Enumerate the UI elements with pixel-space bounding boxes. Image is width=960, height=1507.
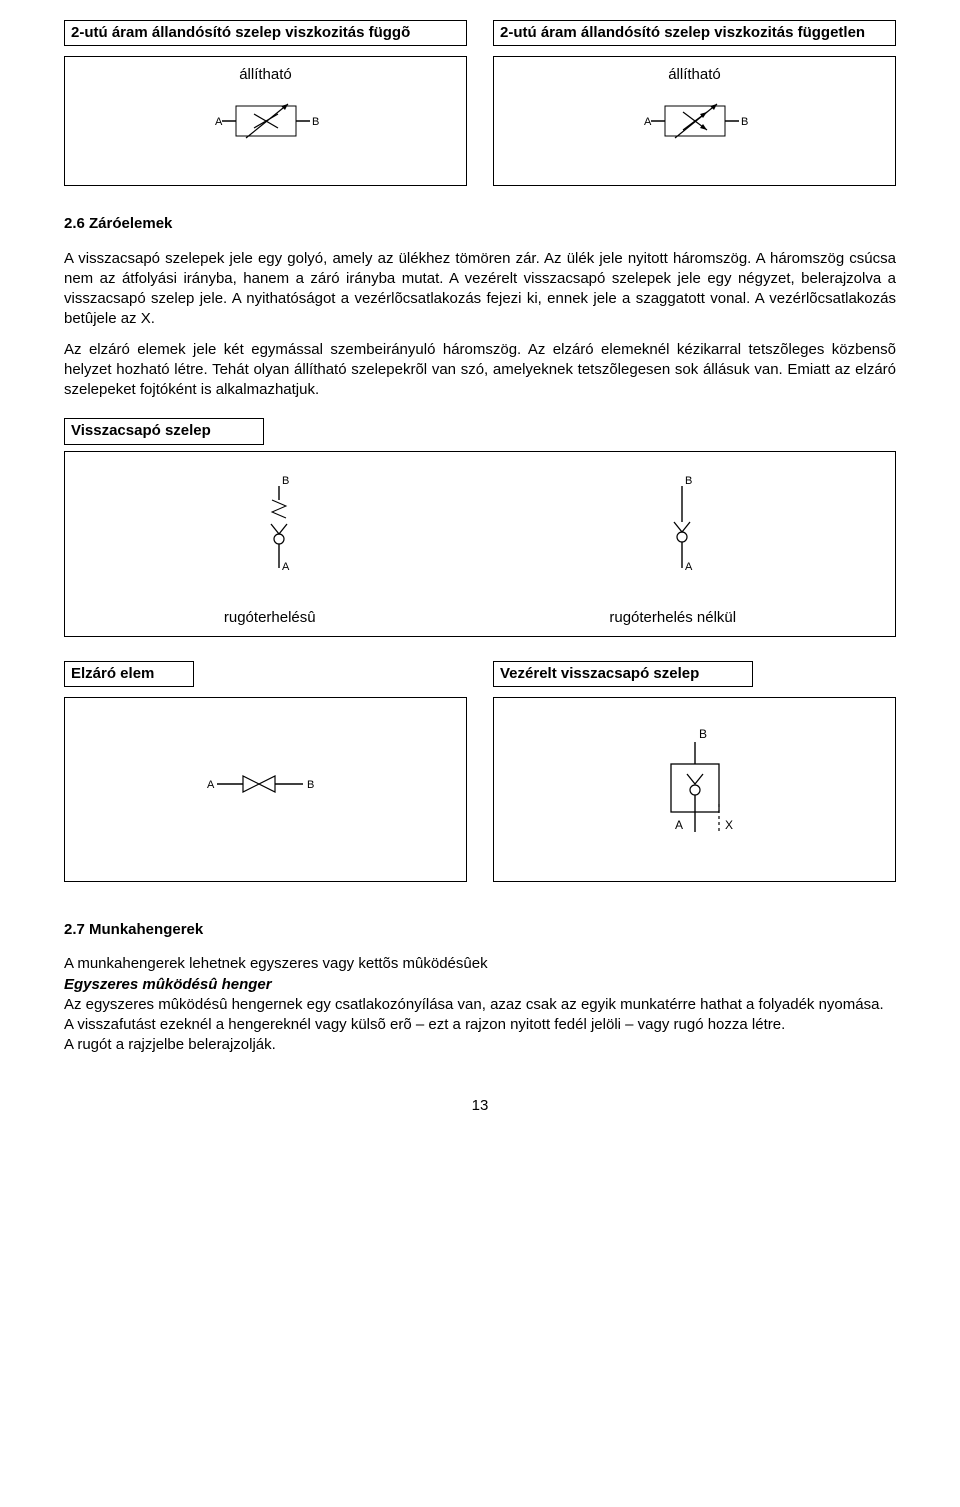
adjustable-row: állítható A B állítható A B	[64, 56, 896, 186]
svg-text:B: B	[307, 779, 314, 791]
check-valve-right-label: rugóterhelés nélkül	[609, 608, 736, 628]
pilot-check-valve-icon: B A X	[615, 724, 775, 864]
section-2-7-p5: A rugót a rajzjelbe belerajzolják.	[64, 1035, 896, 1055]
section-2-6-p1: A visszacsapó szelepek jele egy golyó, a…	[64, 249, 896, 330]
section-2-6-p2: Az elzáró elemek jele két egymással szem…	[64, 340, 896, 401]
svg-text:B: B	[282, 475, 289, 487]
svg-text:A: A	[215, 116, 223, 128]
flow-valve-viscosity-indep-icon: A B	[635, 92, 755, 152]
svg-text:A: A	[644, 116, 652, 128]
svg-text:B: B	[312, 116, 319, 128]
svg-text:A: A	[207, 779, 215, 791]
svg-text:A: A	[675, 818, 683, 832]
header-right: 2-utú áram állandósító szelep viszkozitá…	[493, 20, 896, 46]
check-valve-nospring-icon: B A	[647, 474, 717, 584]
page-number: 13	[64, 1096, 896, 1116]
shutoff-box: A B	[64, 697, 467, 882]
check-valve-spring-icon: B A	[244, 474, 314, 584]
symbol-box-right: állítható A B	[493, 56, 896, 186]
shutoff-header: Elzáró elem	[64, 661, 194, 687]
svg-text:B: B	[741, 116, 748, 128]
section-2-7-p2: Egyszeres mûködésû henger	[64, 975, 896, 995]
check-valve-box: B A B A rugóterhelésû rugót	[64, 451, 896, 637]
svg-text:B: B	[685, 475, 692, 487]
section-2-7-p3: Az egyszeres mûködésû hengernek egy csat…	[64, 995, 896, 1015]
section-2-7-title: 2.7 Munkahengerek	[64, 920, 896, 940]
svg-text:B: B	[699, 727, 707, 741]
adjustable-label-2: állítható	[668, 66, 721, 83]
top-header-row: 2-utú áram állandósító szelep viszkozitá…	[64, 20, 896, 46]
check-valve-left-label: rugóterhelésû	[224, 608, 316, 628]
pilot-check-header: Vezérelt visszacsapó szelep	[493, 661, 753, 687]
flow-valve-viscosity-dep-icon: A B	[206, 92, 326, 152]
section-2-7-p1: A munkahengerek lehetnek egyszeres vagy …	[64, 954, 896, 974]
shutoff-valve-icon: A B	[191, 744, 341, 834]
svg-text:A: A	[282, 561, 290, 573]
pilot-check-box: B A X	[493, 697, 896, 882]
svg-text:X: X	[725, 818, 733, 832]
symbol-box-left: állítható A B	[64, 56, 467, 186]
svg-text:A: A	[685, 561, 693, 573]
section-2-7-p4: A visszafutást ezeknél a hengereknél vag…	[64, 1015, 896, 1035]
check-valve-header: Visszacsapó szelep	[64, 418, 264, 444]
adjustable-label: állítható	[239, 66, 292, 83]
section-2-6-title: 2.6 Záróelemek	[64, 214, 896, 234]
header-left: 2-utú áram állandósító szelep viszkozitá…	[64, 20, 467, 46]
